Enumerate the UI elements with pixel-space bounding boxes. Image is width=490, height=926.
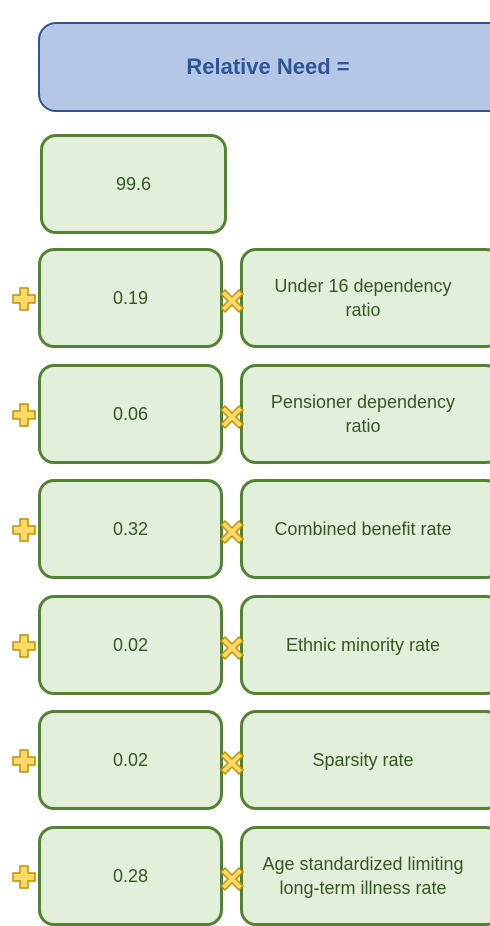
plus-shape bbox=[12, 287, 36, 311]
coefficient: 0.32 bbox=[112, 519, 149, 539]
coefficient: 0.02 bbox=[112, 634, 149, 655]
cross-icon bbox=[219, 635, 245, 660]
plus-icon bbox=[12, 749, 36, 773]
cross-icon bbox=[219, 519, 245, 545]
coefficient-box: 0.02 bbox=[38, 594, 223, 695]
plus-shape bbox=[12, 402, 36, 427]
coefficient-box: 0.19 bbox=[38, 248, 223, 348]
variable-label: Pensioner dependency ratio bbox=[270, 391, 456, 436]
variable-box: Age standardized limiting long-term illn… bbox=[240, 825, 490, 926]
cross-shape bbox=[219, 635, 245, 660]
variable-label: Ethnic minority rate bbox=[285, 634, 441, 655]
plus-icon bbox=[12, 864, 36, 889]
variable-label: Combined benefit rate bbox=[274, 519, 452, 539]
plus-shape bbox=[12, 864, 36, 889]
title-box: Relative Need = bbox=[38, 22, 490, 112]
coefficient: 0.06 bbox=[112, 403, 149, 424]
title: Relative Need = bbox=[186, 54, 350, 79]
plus-icon bbox=[12, 402, 36, 427]
cross-shape bbox=[219, 519, 245, 545]
cross-icon bbox=[219, 404, 245, 429]
coefficient: 0.02 bbox=[112, 750, 149, 770]
constant: 99.6 bbox=[115, 174, 152, 194]
variable-label: Sparsity rate bbox=[312, 750, 414, 770]
cross-shape bbox=[219, 288, 245, 314]
coefficient: 0.19 bbox=[112, 288, 149, 308]
cross-icon bbox=[219, 288, 245, 314]
coefficient-box: 0.06 bbox=[38, 363, 223, 464]
variable-box: Under 16 dependency ratio bbox=[240, 248, 490, 348]
constant-box: 99.6 bbox=[40, 134, 227, 234]
coefficient-box: 0.02 bbox=[38, 710, 223, 810]
plus-icon bbox=[12, 518, 36, 542]
plus-icon bbox=[12, 633, 36, 658]
cross-shape bbox=[219, 750, 245, 776]
variable-box: Ethnic minority rate bbox=[240, 594, 490, 695]
plus-shape bbox=[12, 633, 36, 658]
cross-icon bbox=[219, 866, 245, 891]
cross-shape bbox=[219, 866, 245, 891]
plus-shape bbox=[12, 749, 36, 773]
coefficient-box: 0.32 bbox=[38, 479, 223, 579]
variable-box: Combined benefit rate bbox=[240, 479, 490, 579]
coefficient-box: 0.28 bbox=[38, 825, 223, 926]
coefficient: 0.28 bbox=[112, 865, 149, 886]
plus-icon bbox=[12, 287, 36, 311]
variable-label: Age standardized limiting long-term illn… bbox=[262, 853, 464, 898]
variable-box: Sparsity rate bbox=[240, 710, 490, 810]
cross-icon bbox=[219, 750, 245, 776]
variable-box: Pensioner dependency ratio bbox=[240, 363, 490, 464]
cross-shape bbox=[219, 404, 245, 429]
plus-shape bbox=[12, 518, 36, 542]
variable-label: Under 16 dependency ratio bbox=[274, 276, 452, 320]
